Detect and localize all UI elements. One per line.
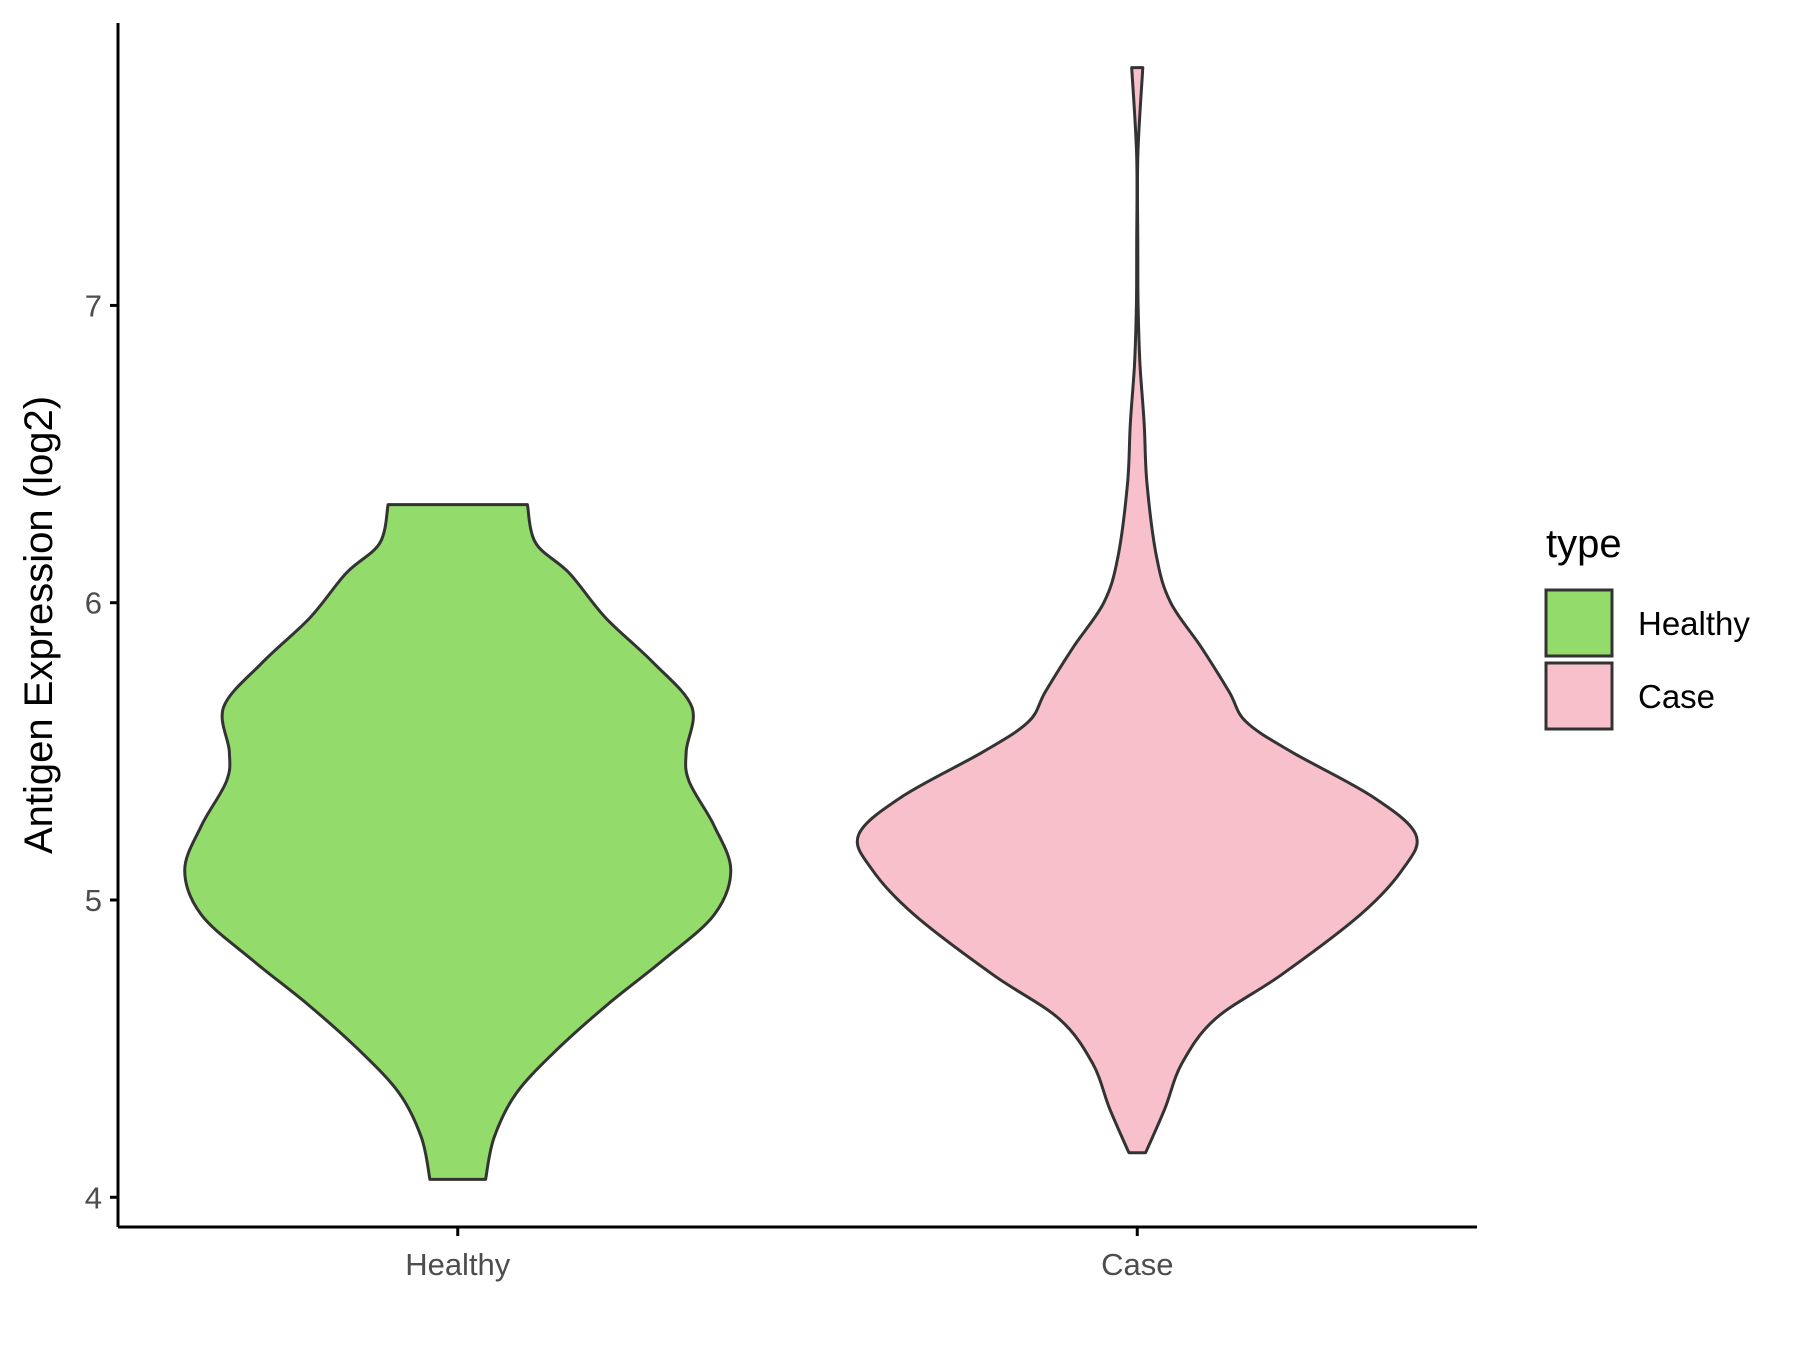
legend-entries: Healthy Case [1544, 588, 1750, 731]
x-tick-label: Case [1101, 1247, 1173, 1282]
legend-title: type [1546, 522, 1622, 566]
y-axis-ticks: 4 5 6 7 [85, 288, 118, 1215]
violin-case [855, 66, 1419, 1155]
violin-healthy [183, 503, 733, 1181]
y-tick-label: 5 [85, 883, 102, 918]
x-tick-label: Healthy [405, 1247, 511, 1282]
legend: type Healthy Case [1544, 522, 1750, 731]
y-tick-label: 7 [85, 288, 102, 323]
legend-key-case [1544, 661, 1614, 731]
x-axis-ticks: Healthy Case [405, 1227, 1173, 1282]
legend-key-healthy [1544, 588, 1614, 658]
y-tick-label: 6 [85, 586, 102, 621]
y-tick-label: 4 [85, 1180, 102, 1215]
y-axis-title: Antigen Expression (log2) [17, 396, 61, 854]
legend-label-healthy: Healthy [1638, 605, 1750, 642]
legend-label-case: Case [1638, 678, 1715, 715]
violins-layer [183, 66, 1419, 1181]
